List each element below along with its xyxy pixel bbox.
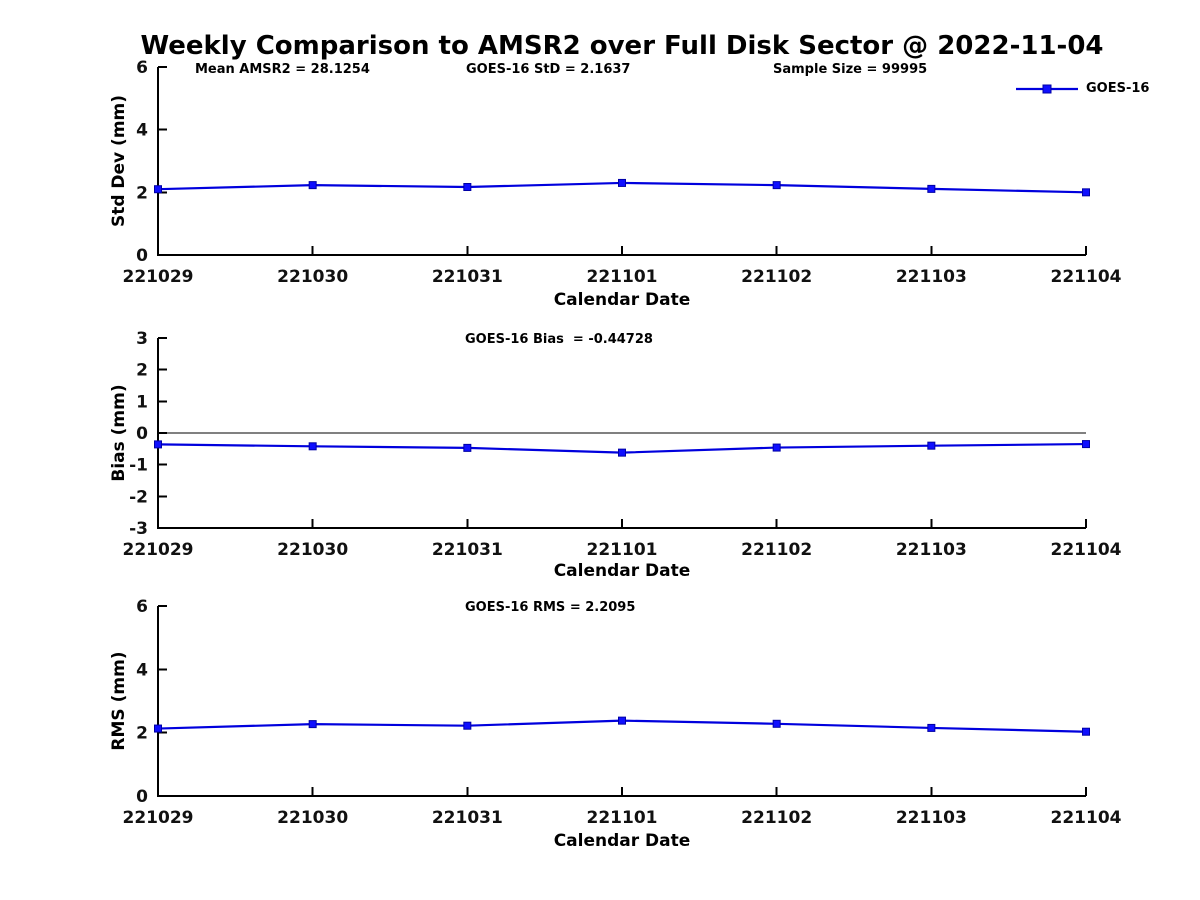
data-point-marker	[1082, 727, 1090, 736]
x-tick-label: 221030	[277, 808, 348, 828]
annotation-goes16-rms: GOES-16 RMS = 2.2095	[465, 600, 636, 615]
data-point-marker	[1082, 440, 1090, 449]
data-point-marker	[1082, 188, 1090, 197]
data-point-marker	[927, 723, 936, 732]
y-tick-label: 2	[136, 183, 148, 203]
x-tick-label: 221101	[587, 540, 658, 560]
data-point-marker	[772, 719, 781, 728]
x-tick-label: 221029	[123, 267, 194, 287]
x-axis-label-calendar-date-2: Calendar Date	[553, 561, 691, 581]
data-point-marker	[154, 440, 162, 449]
annotation-goes16-bias: GOES-16 Bias = -0.44728	[465, 332, 653, 347]
data-point-marker	[308, 720, 317, 729]
x-tick-label: 221104	[1051, 808, 1122, 828]
y-axis-label-bias: Bias (mm)	[109, 384, 129, 482]
data-point-marker	[308, 442, 317, 451]
data-point-marker	[463, 721, 472, 730]
y-axis-label-std-dev: Std Dev (mm)	[109, 94, 129, 228]
y-tick-label: 6	[136, 597, 148, 617]
data-point-marker	[927, 184, 936, 193]
annotation-mean-amsr2: Mean AMSR2 = 28.1254	[195, 62, 370, 77]
y-tick-label: 0	[136, 787, 148, 807]
y-tick-label: -2	[129, 487, 148, 507]
x-tick-label: 221031	[432, 808, 503, 828]
y-tick-label: 1	[136, 392, 148, 412]
y-tick-label: 4	[136, 660, 148, 680]
y-tick-label: -3	[129, 519, 148, 539]
figure-title: Weekly Comparison to AMSR2 over Full Dis…	[140, 31, 1104, 61]
x-tick-label: 221102	[741, 540, 812, 560]
y-tick-label: 2	[136, 361, 148, 381]
y-axis-label-rms: RMS (mm)	[109, 651, 129, 751]
data-point-marker	[772, 181, 781, 190]
data-point-marker	[154, 724, 162, 733]
y-tick-label: 4	[136, 121, 148, 141]
x-tick-label: 221031	[432, 267, 503, 287]
x-tick-label: 221029	[123, 808, 194, 828]
x-tick-label: 221031	[432, 540, 503, 560]
y-tick-label: -1	[129, 456, 148, 476]
y-tick-label: 6	[136, 58, 148, 78]
data-point-marker	[463, 183, 472, 192]
data-point-marker	[463, 443, 472, 452]
x-tick-label: 221030	[277, 540, 348, 560]
x-tick-label: 221103	[896, 267, 967, 287]
y-tick-label: 3	[136, 329, 148, 349]
data-point-marker	[618, 178, 626, 187]
x-tick-label: 221102	[741, 267, 812, 287]
x-tick-label: 221104	[1051, 267, 1122, 287]
x-axis-label-calendar-date-3: Calendar Date	[553, 831, 691, 851]
x-tick-label: 221103	[896, 540, 967, 560]
y-tick-label: 0	[136, 424, 148, 444]
data-point-marker	[154, 185, 162, 194]
legend-label: GOES-16	[1086, 81, 1150, 96]
x-tick-label: 221104	[1051, 540, 1122, 560]
x-tick-label: 221101	[587, 808, 658, 828]
data-point-marker	[618, 448, 626, 457]
data-point-marker	[927, 441, 936, 450]
legend-line-icon	[1016, 84, 1078, 93]
x-tick-label: 221030	[277, 267, 348, 287]
data-point-marker	[618, 716, 626, 725]
x-tick-label: 221101	[587, 267, 658, 287]
x-tick-label: 221029	[123, 540, 194, 560]
x-tick-label: 221102	[741, 808, 812, 828]
x-axis-label-calendar-date-1: Calendar Date	[553, 290, 691, 310]
y-tick-label: 0	[136, 246, 148, 266]
x-tick-label: 221103	[896, 808, 967, 828]
y-tick-label: 2	[136, 724, 148, 744]
data-point-marker	[308, 181, 317, 190]
annotation-sample-size: Sample Size = 99995	[773, 62, 928, 77]
legend: GOES-16	[1016, 81, 1149, 96]
data-point-marker	[772, 443, 781, 452]
annotation-goes16-std: GOES-16 StD = 2.1637	[466, 62, 631, 77]
